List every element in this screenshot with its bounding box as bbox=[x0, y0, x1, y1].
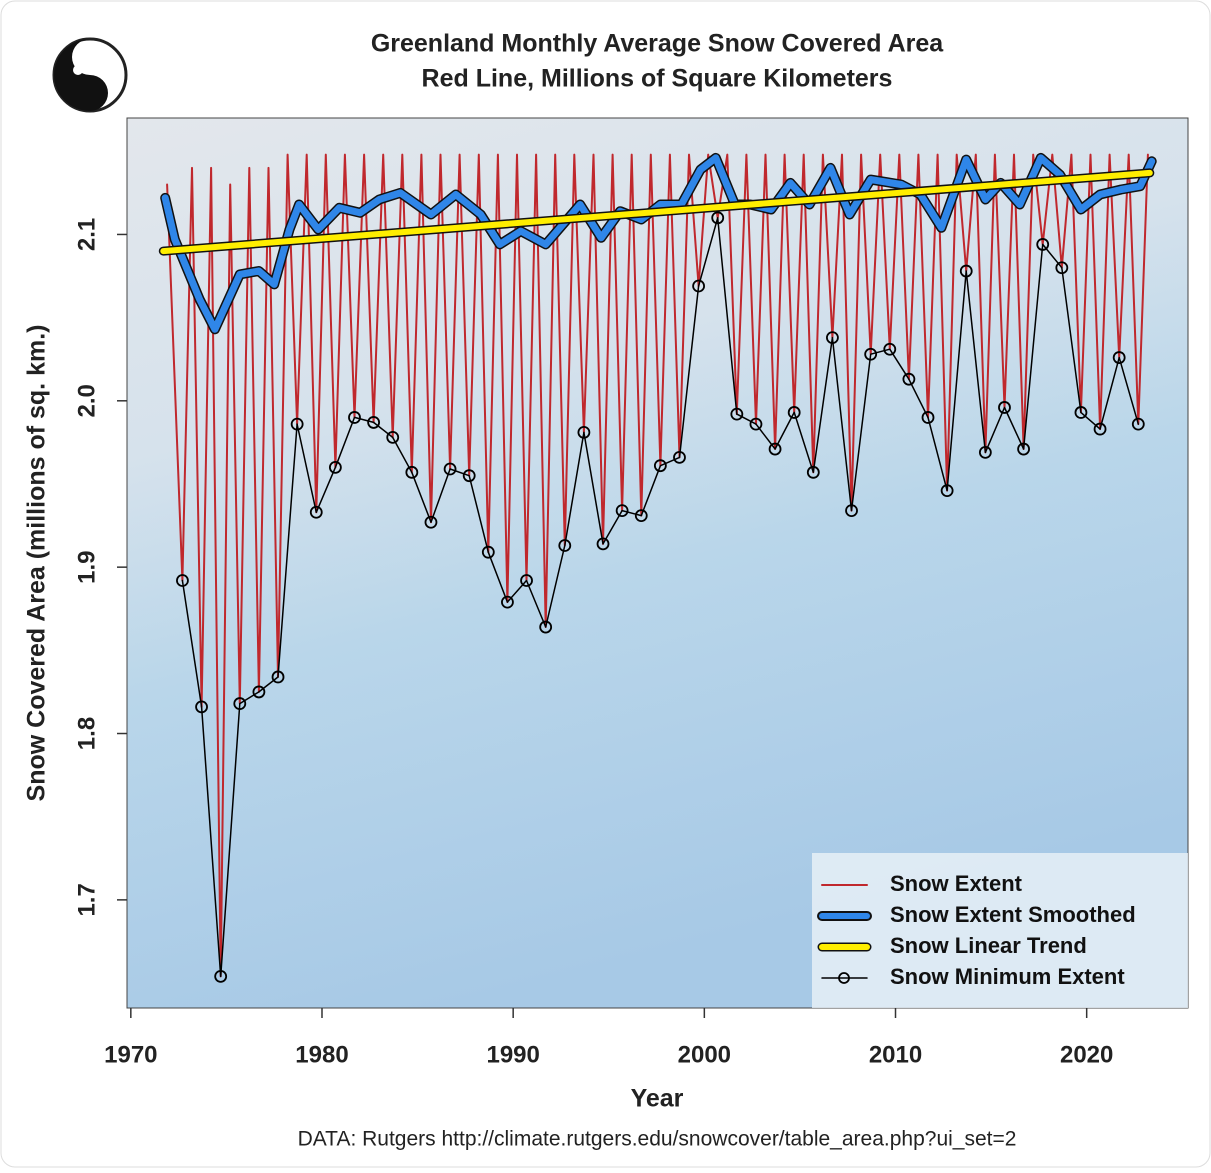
point bbox=[749, 417, 763, 431]
point bbox=[1036, 238, 1050, 251]
point bbox=[1131, 417, 1145, 431]
y-tick-label: 1.9 bbox=[73, 550, 100, 583]
x-axis-label: Year bbox=[631, 1085, 684, 1113]
point bbox=[214, 969, 228, 983]
point bbox=[424, 515, 438, 529]
point bbox=[768, 442, 782, 456]
point bbox=[405, 465, 419, 479]
point bbox=[845, 504, 858, 517]
point bbox=[462, 469, 476, 483]
point bbox=[826, 331, 839, 344]
point bbox=[195, 700, 208, 714]
point bbox=[348, 411, 361, 424]
point bbox=[921, 411, 935, 424]
point bbox=[271, 670, 285, 684]
point bbox=[539, 620, 553, 634]
point bbox=[290, 417, 304, 431]
point bbox=[1074, 406, 1088, 419]
point bbox=[328, 460, 342, 474]
point bbox=[233, 697, 247, 710]
point bbox=[978, 445, 992, 459]
point bbox=[481, 545, 495, 559]
point bbox=[501, 595, 514, 609]
legend-label: Snow Linear Trend bbox=[890, 933, 1087, 958]
source-note: DATA: Rutgers http://climate.rutgers.edu… bbox=[298, 1128, 1017, 1151]
point bbox=[1112, 351, 1126, 364]
point bbox=[252, 685, 266, 699]
legend-label: Snow Minimum Extent bbox=[890, 964, 1125, 989]
point bbox=[673, 450, 686, 464]
point bbox=[653, 459, 667, 473]
legend-label: Snow Extent bbox=[890, 871, 1023, 896]
x-tick-label: 2000 bbox=[678, 1041, 731, 1068]
point bbox=[386, 431, 400, 444]
point bbox=[367, 416, 381, 429]
x-tick-label: 2010 bbox=[869, 1041, 922, 1068]
plot-layer bbox=[158, 152, 1157, 983]
point bbox=[998, 401, 1011, 414]
legend-label: Snow Extent Smoothed bbox=[890, 902, 1136, 927]
point bbox=[634, 509, 648, 522]
y-tick-label: 1.7 bbox=[73, 883, 100, 916]
point bbox=[615, 504, 629, 517]
series-line bbox=[181, 217, 1140, 978]
legend-box bbox=[812, 853, 1188, 1008]
point bbox=[711, 211, 725, 225]
point bbox=[176, 574, 189, 587]
y-tick-label: 2.1 bbox=[73, 218, 100, 251]
point bbox=[806, 465, 820, 479]
point bbox=[864, 347, 878, 361]
point bbox=[959, 264, 973, 278]
point bbox=[558, 539, 572, 552]
point bbox=[309, 505, 323, 519]
chart-subtitle: Red Line, Millions of Square Kilometers bbox=[422, 65, 893, 93]
point bbox=[577, 426, 591, 439]
point bbox=[596, 537, 610, 551]
point bbox=[787, 406, 801, 419]
x-tick-label: 1980 bbox=[295, 1041, 348, 1068]
logo bbox=[52, 37, 128, 113]
x-tick-label: 1990 bbox=[486, 1041, 539, 1068]
point bbox=[940, 484, 954, 498]
y-tick-label: 2.0 bbox=[73, 384, 100, 417]
series-line bbox=[160, 169, 1153, 255]
point bbox=[730, 407, 744, 421]
chart-title: Greenland Monthly Average Snow Covered A… bbox=[371, 30, 944, 58]
point bbox=[443, 462, 457, 476]
point bbox=[1017, 442, 1030, 456]
y-axis-label: Snow Covered Area (millions of sq. km.) bbox=[23, 325, 51, 802]
y-tick-label: 1.8 bbox=[73, 717, 100, 750]
x-tick-label: 2020 bbox=[1060, 1041, 1113, 1068]
point bbox=[692, 279, 706, 293]
point bbox=[902, 372, 916, 386]
point bbox=[1093, 422, 1107, 436]
legend-marker bbox=[838, 972, 850, 984]
point bbox=[520, 574, 533, 587]
point bbox=[883, 342, 897, 356]
point bbox=[1055, 261, 1069, 275]
x-tick-label: 1970 bbox=[104, 1041, 157, 1068]
